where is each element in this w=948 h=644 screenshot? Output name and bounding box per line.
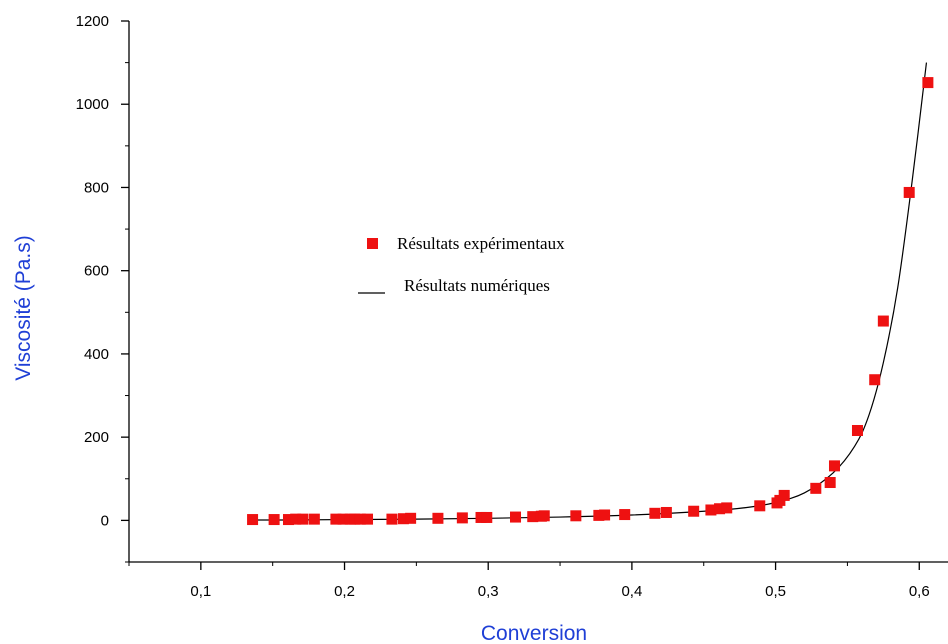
legend-label-numerical: Résultats numériques bbox=[404, 276, 550, 295]
data-point bbox=[851, 424, 863, 436]
y-tick-label: 1200 bbox=[76, 13, 109, 30]
data-point bbox=[810, 482, 822, 494]
data-point bbox=[660, 506, 672, 518]
data-point bbox=[282, 514, 294, 526]
data-point bbox=[714, 503, 726, 515]
legend-marker-experimental bbox=[367, 238, 378, 249]
x-tick-label: 0,4 bbox=[621, 583, 642, 600]
data-point bbox=[903, 186, 915, 198]
data-point bbox=[705, 504, 717, 516]
data-point bbox=[330, 513, 342, 525]
data-point bbox=[290, 513, 302, 525]
y-tick-label: 0 bbox=[101, 512, 109, 529]
data-point bbox=[599, 509, 611, 521]
y-axis-ticks: 0 200 400 600 800 1000 1200 bbox=[76, 13, 129, 563]
x-tick-label: 0,3 bbox=[478, 583, 499, 600]
data-point bbox=[297, 513, 309, 525]
x-tick-label: 0,1 bbox=[190, 583, 211, 600]
data-point bbox=[349, 513, 361, 525]
legend: Résultats expérimentaux Résultats numéri… bbox=[358, 234, 565, 295]
data-point bbox=[475, 511, 487, 523]
x-tick-label: 0,2 bbox=[334, 583, 355, 600]
data-point bbox=[877, 315, 889, 327]
y-axis-title: Viscosité (Pa.s) bbox=[12, 235, 35, 381]
data-point bbox=[362, 513, 374, 525]
legend-label-experimental: Résultats expérimentaux bbox=[397, 234, 565, 253]
data-point bbox=[268, 514, 280, 526]
data-point bbox=[721, 502, 733, 514]
data-point bbox=[337, 513, 349, 525]
data-point bbox=[481, 511, 493, 523]
data-point bbox=[397, 513, 409, 525]
x-axis-title: Conversion bbox=[481, 622, 587, 644]
data-point bbox=[527, 511, 539, 523]
x-tick-label: 0,5 bbox=[765, 583, 786, 600]
x-axis-ticks: 0,1 0,2 0,3 0,4 0,5 0,6 bbox=[128, 562, 930, 600]
data-point bbox=[308, 513, 320, 525]
data-point bbox=[593, 509, 605, 521]
data-point bbox=[828, 460, 840, 472]
data-point bbox=[649, 507, 661, 519]
y-tick-label: 600 bbox=[84, 263, 109, 280]
data-point bbox=[754, 500, 766, 512]
experimental-series bbox=[247, 77, 934, 526]
y-tick-label: 400 bbox=[84, 346, 109, 363]
data-point bbox=[570, 510, 582, 522]
data-point bbox=[869, 374, 881, 386]
plot-frame bbox=[128, 21, 948, 563]
data-point bbox=[619, 509, 631, 521]
data-point bbox=[824, 477, 836, 489]
data-point bbox=[538, 510, 550, 522]
y-tick-label: 200 bbox=[84, 429, 109, 446]
data-point bbox=[354, 513, 366, 525]
data-point bbox=[510, 511, 522, 523]
data-point bbox=[247, 514, 259, 526]
x-tick-label: 0,6 bbox=[909, 583, 930, 600]
data-point bbox=[688, 505, 700, 517]
y-tick-label: 1000 bbox=[76, 96, 109, 113]
y-tick-label: 800 bbox=[84, 179, 109, 196]
data-point bbox=[778, 489, 790, 501]
data-point bbox=[456, 512, 468, 524]
numerical-series bbox=[252, 62, 928, 521]
numerical-line bbox=[252, 62, 928, 521]
data-point bbox=[922, 77, 934, 89]
data-point bbox=[386, 513, 398, 525]
data-point bbox=[432, 512, 444, 524]
data-point bbox=[405, 512, 417, 524]
